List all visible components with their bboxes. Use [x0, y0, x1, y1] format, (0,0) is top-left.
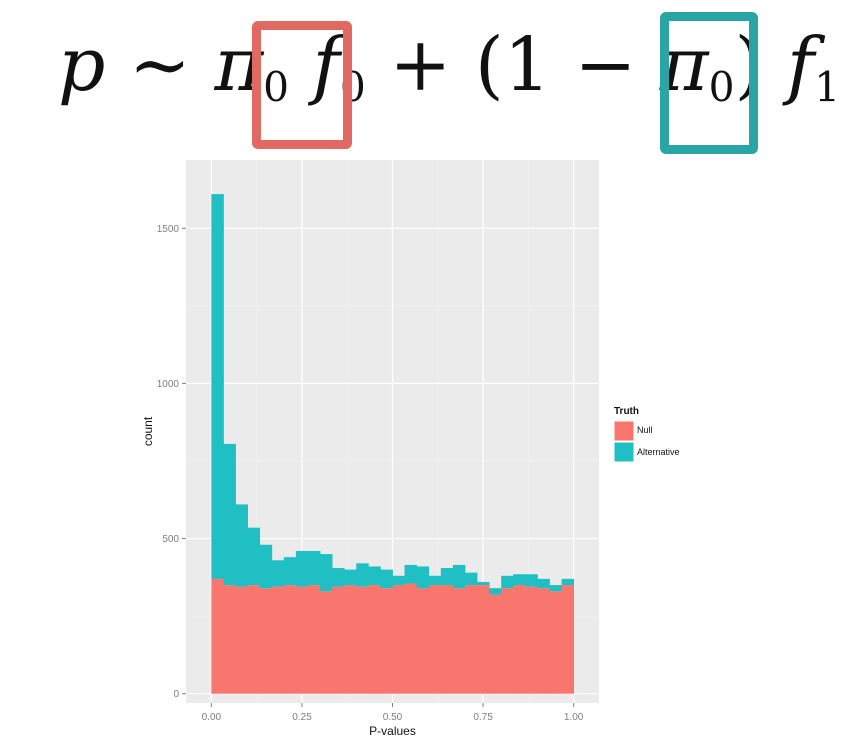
bar-alternative: [320, 554, 333, 592]
y-axis: 0 500 1000 1500: [157, 224, 186, 700]
bar-alternative: [380, 569, 393, 589]
bar-alternative: [440, 568, 454, 586]
highlight-box-f0: [252, 21, 352, 149]
bar-null: [464, 585, 478, 694]
bar-null: [537, 588, 550, 694]
formula-pi-2-subscript: 0: [708, 63, 735, 112]
bar-null: [344, 585, 357, 694]
bar-null: [223, 585, 236, 694]
bar-alternative: [513, 574, 526, 586]
bar-alternative: [404, 564, 418, 584]
bar-null: [501, 588, 514, 694]
bar-null: [247, 585, 261, 694]
bar-alternative: [464, 572, 478, 586]
x-tick-label: 0.00: [202, 712, 222, 723]
bar-null: [211, 578, 224, 694]
bar-alternative: [452, 564, 466, 589]
bar-null: [271, 586, 285, 694]
legend-label-alternative: Alternative: [637, 447, 680, 457]
x-axis-title: P-values: [369, 724, 416, 738]
bar-alternative: [501, 575, 514, 589]
bar-null: [356, 586, 369, 694]
x-tick-label: 0.50: [383, 712, 403, 723]
bar-alternative: [368, 566, 381, 586]
bar-alternative: [477, 581, 490, 586]
bar-alternative: [549, 585, 562, 592]
bar-null: [320, 591, 333, 694]
bar-null: [561, 585, 575, 694]
bar-null: [525, 586, 538, 694]
bar-null: [332, 586, 345, 694]
bar-null: [259, 588, 273, 694]
formula: p ∼ π0 f0 + (1 − π0) f1: [58, 28, 840, 108]
formula-lparen: (: [474, 22, 504, 108]
bar-alternative: [489, 588, 502, 595]
bar-alternative: [271, 560, 285, 587]
highlight-box-f1: [660, 12, 758, 154]
bar-alternative: [392, 575, 405, 586]
formula-tilde: ∼: [128, 22, 191, 108]
bar-null: [416, 588, 430, 694]
formula-rparen: ): [734, 22, 764, 108]
formula-minus: −: [574, 22, 637, 108]
bar-null: [428, 585, 442, 694]
bar-null: [440, 585, 454, 694]
bar-alternative: [259, 544, 273, 589]
formula-f1-subscript: 1: [814, 63, 841, 112]
bar-null: [392, 585, 405, 694]
bar-alternative: [307, 550, 321, 586]
bar-alternative: [295, 550, 309, 587]
bar-alternative: [356, 563, 369, 587]
x-tick-label: 0.75: [473, 712, 493, 723]
x-tick-label: 0.25: [292, 712, 312, 723]
x-axis: 0.00 0.25 0.50 0.75 1.00: [202, 703, 584, 723]
formula-f1: f: [786, 22, 815, 108]
legend-key-null: [613, 420, 635, 442]
bar-alternative: [211, 194, 224, 579]
legend-label-null: Null: [637, 425, 653, 435]
legend-title: Truth: [614, 406, 639, 417]
bar-null: [368, 585, 381, 694]
formula-p: p: [58, 22, 106, 108]
bar-null: [489, 594, 502, 694]
x-tick-label: 1.00: [564, 712, 584, 723]
bar-null: [283, 585, 297, 694]
legend: Truth Null Alternative: [613, 406, 680, 463]
bar-null: [452, 588, 466, 694]
bar-alternative: [416, 566, 430, 589]
y-tick-label: 500: [162, 534, 179, 545]
y-tick-label: 0: [173, 689, 179, 700]
bars: [211, 194, 575, 694]
bar-null: [404, 583, 418, 694]
bar-null: [513, 585, 526, 694]
formula-one: 1: [503, 22, 551, 108]
bar-alternative: [561, 578, 575, 586]
bar-alternative: [247, 527, 261, 586]
bar-alternative: [223, 443, 236, 586]
y-tick-label: 1500: [157, 224, 180, 235]
bar-alternative: [344, 569, 357, 586]
bar-null: [295, 586, 309, 694]
bar-alternative: [283, 557, 297, 586]
formula-plus: +: [389, 22, 452, 108]
y-axis-title: count: [141, 416, 155, 446]
bar-null: [477, 585, 490, 694]
legend-key-alternative: [613, 441, 635, 463]
bar-null: [549, 591, 562, 694]
bar-alternative: [235, 504, 248, 587]
bar-alternative: [537, 578, 550, 589]
bar-null: [380, 588, 393, 694]
bar-null: [307, 585, 321, 694]
bar-null: [235, 586, 248, 694]
formula-f0: f: [312, 22, 340, 108]
formula-pi-subscript: 0: [263, 63, 289, 112]
y-tick-label: 1000: [157, 379, 180, 390]
bar-alternative: [428, 575, 442, 586]
bar-alternative: [332, 568, 345, 587]
bar-alternative: [525, 574, 538, 587]
